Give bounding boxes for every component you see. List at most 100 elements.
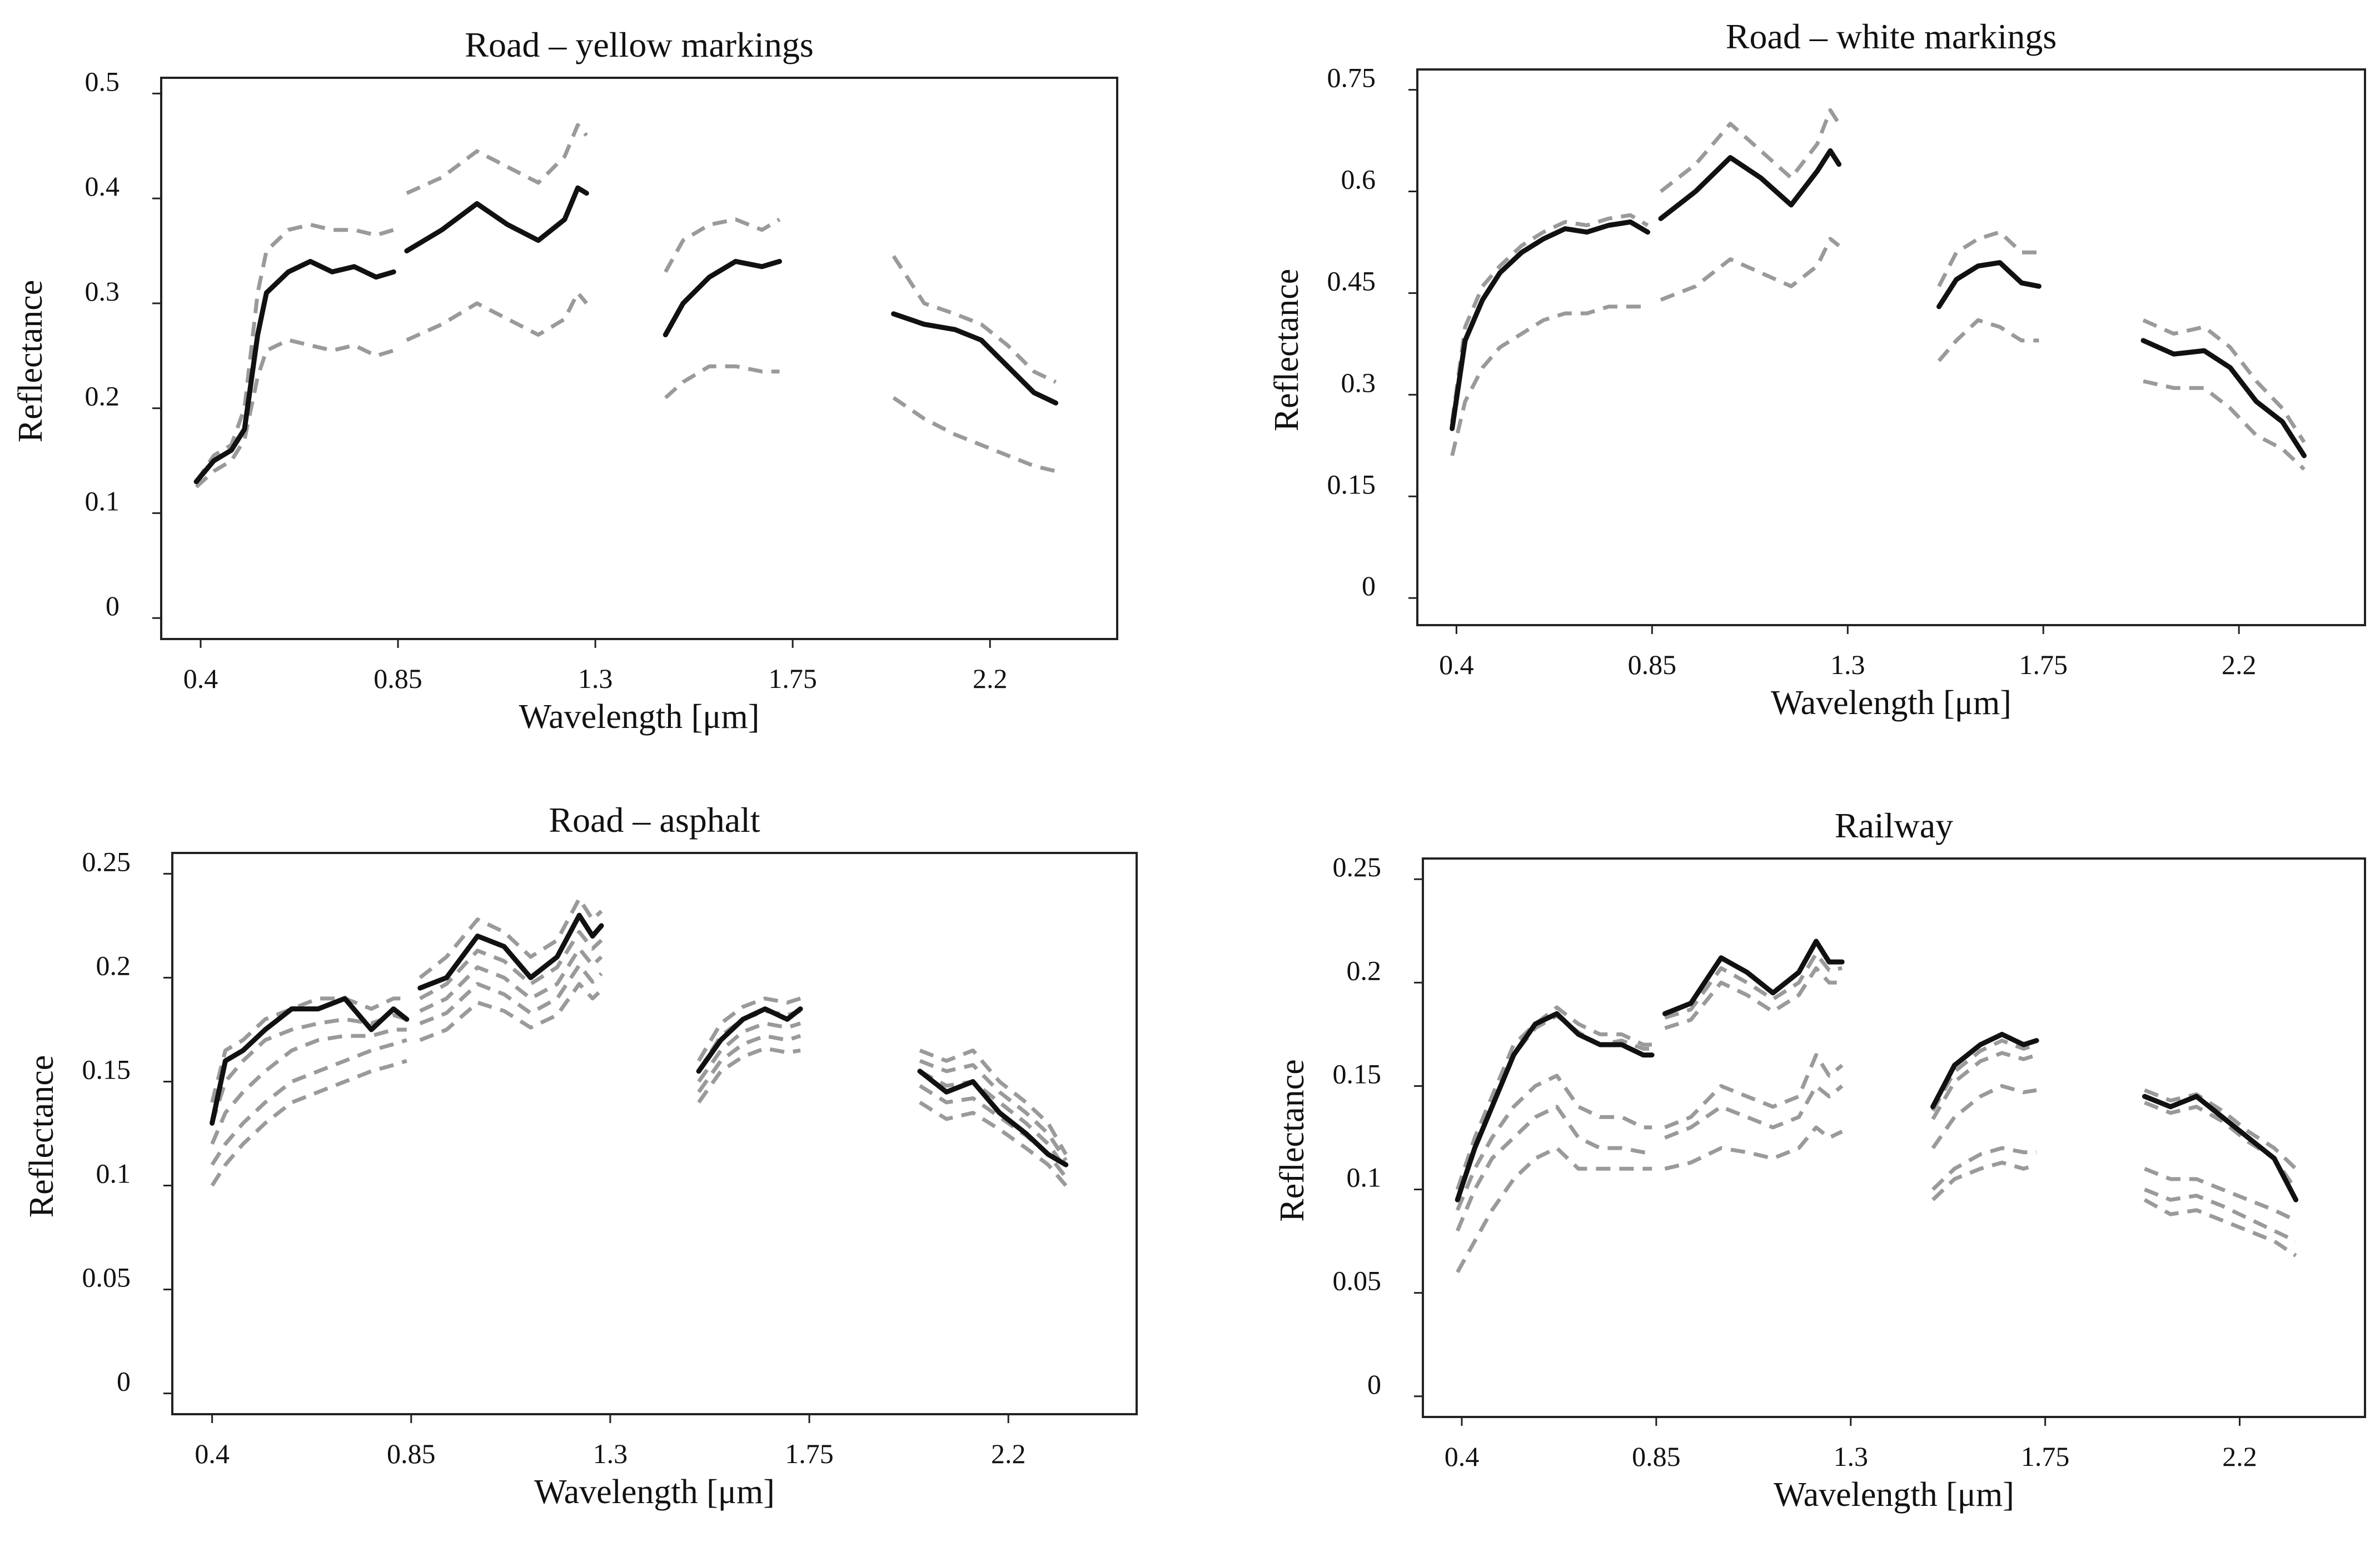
- series-line-upper: [919, 1048, 1068, 1156]
- plot-frame: [171, 852, 1138, 1415]
- series-line-lower: [919, 1100, 1068, 1187]
- series-line-upper: [892, 254, 1057, 384]
- panel-white: Road – white markings 0.4 0.85 1.3 1.75 2.2 0 0…: [1268, 17, 2366, 722]
- x-tick-label: 2.2: [991, 1438, 1026, 1469]
- y-axis-label: Reflectance: [23, 1055, 61, 1218]
- series-line-mid-low: [210, 1038, 407, 1166]
- y-tick-label: 0.5: [85, 66, 120, 97]
- series-line-upper: [1664, 951, 1843, 1020]
- y-tick-label: 0: [1367, 1369, 1381, 1400]
- y-tick-label: 0.1: [1347, 1162, 1382, 1193]
- series-line-upper: [1931, 1039, 2038, 1112]
- series-line-upper: [210, 996, 407, 1103]
- series-line-mid-low: [1455, 1105, 1652, 1232]
- series-line-mid: [1664, 1053, 1844, 1130]
- x-tick-label: 0.85: [387, 1438, 436, 1469]
- series-line-near-mean: [1664, 966, 1843, 1030]
- series-line-mean: [696, 1006, 803, 1074]
- y-tick-label: 0.2: [96, 950, 131, 981]
- y-tick-label: 0: [1362, 570, 1376, 601]
- series-line-mid-low: [2144, 1187, 2297, 1243]
- y-tick-label: 0.25: [82, 846, 131, 877]
- series-line-upper: [664, 217, 781, 273]
- series-line-mean: [193, 258, 396, 485]
- x-tick-label: 1.75: [2019, 649, 2068, 680]
- x-tick-label: 2.2: [973, 663, 1008, 694]
- y-tick-label: 0.45: [1327, 265, 1376, 296]
- series-line-mid: [210, 1027, 407, 1145]
- series-line-mean: [1936, 260, 2042, 310]
- series-line-mid-low: [419, 963, 603, 1025]
- series-line-upper: [1450, 213, 1649, 422]
- series-line-upper: [1455, 1005, 1652, 1190]
- series-line-lower: [697, 1046, 801, 1104]
- series-line-mid-low: [697, 1034, 801, 1094]
- series-line-upper: [1937, 230, 2039, 287]
- series-line-mean: [663, 258, 782, 337]
- x-tick-label: 1.75: [2021, 1441, 2070, 1472]
- series-line-lower: [195, 338, 395, 488]
- series-line-lower: [2143, 1198, 2297, 1257]
- series-line-lower: [1450, 305, 1648, 456]
- series-line-lower: [2143, 379, 2306, 471]
- panel-yellow: Road – yellow markings 0.4 0.85 1.3 1.75 2.2 0…: [12, 25, 1118, 736]
- y-tick-label: 0.15: [82, 1054, 131, 1085]
- series-line-lower: [210, 1059, 407, 1187]
- y-tick-label: 0.4: [85, 171, 120, 202]
- series-line-mid: [919, 1069, 1068, 1170]
- series-line-mid-low: [1931, 1146, 2037, 1191]
- series-line-lower: [419, 982, 603, 1042]
- y-tick-label: 0.3: [85, 276, 120, 307]
- y-tick-label: 0.3: [1341, 367, 1376, 398]
- series-line-lower: [892, 396, 1057, 473]
- y-tick-label: 0.1: [96, 1158, 131, 1189]
- series-line-upper: [697, 996, 801, 1062]
- series-line-mean: [417, 912, 604, 991]
- series-line-mid: [697, 1021, 801, 1083]
- plot-frame: [1416, 68, 2366, 626]
- y-tick-label: 0.25: [1333, 851, 1382, 882]
- x-tick-label: 2.2: [2222, 1441, 2257, 1472]
- x-tick-label: 0.85: [1628, 649, 1677, 680]
- x-axis-label: Wavelength [μm]: [519, 698, 760, 736]
- series-line-mean: [210, 996, 410, 1126]
- y-tick-label: 0.75: [1327, 62, 1376, 93]
- series-line-lower: [406, 291, 588, 342]
- series-line-mean: [1450, 219, 1650, 431]
- series-line-upper: [2142, 318, 2306, 443]
- series-line-mid-high: [210, 1013, 407, 1124]
- y-tick-label: 0.15: [1333, 1058, 1382, 1089]
- series-line-upper: [406, 123, 588, 195]
- panel-asphalt: Road – asphalt 0.4 0.85 1.3 1.75 2.2 0 0.05 0.1 0…: [23, 800, 1138, 1511]
- y-tick-label: 0: [117, 1366, 131, 1397]
- chart-title: Road – asphalt: [549, 800, 760, 840]
- series-line-mean: [1658, 148, 1842, 221]
- x-tick-label: 1.3: [1833, 1441, 1868, 1472]
- panel-railway: Railway 0.4 0.85 1.3 1.75 2.2 0 0.05 0.1 0.15 0.2 0…: [1273, 806, 2366, 1514]
- x-tick-label: 1.3: [593, 1438, 628, 1469]
- series-line-mid-low: [1664, 1084, 1844, 1140]
- y-tick-label: 0.05: [1333, 1265, 1382, 1296]
- series-line-lower: [1931, 1160, 2038, 1201]
- y-axis-label: Reflectance: [1268, 269, 1306, 432]
- x-tick-label: 0.4: [1439, 649, 1474, 680]
- y-tick-label: 0.05: [82, 1262, 131, 1293]
- y-tick-label: 0.2: [85, 381, 120, 412]
- series-line-lower: [1660, 237, 1840, 302]
- series-line-mean: [891, 311, 1058, 406]
- x-tick-label: 2.2: [2222, 649, 2257, 680]
- plot-frame: [1422, 857, 2366, 1418]
- y-tick-label: 0.1: [85, 485, 120, 516]
- chart-title: Railway: [1835, 806, 1953, 845]
- series-line-upper: [419, 896, 603, 980]
- y-tick-label: 0.2: [1347, 955, 1382, 986]
- series-line-upper: [195, 222, 395, 483]
- x-axis-label: Wavelength [μm]: [534, 1473, 775, 1511]
- series-line-upper: [2144, 1088, 2298, 1170]
- series-line-mid: [1455, 1074, 1652, 1211]
- series-line-mean: [1930, 1031, 2039, 1110]
- chart-title: Road – yellow markings: [465, 25, 813, 64]
- y-tick-label: 0.15: [1327, 468, 1376, 500]
- x-tick-label: 1.75: [768, 663, 817, 694]
